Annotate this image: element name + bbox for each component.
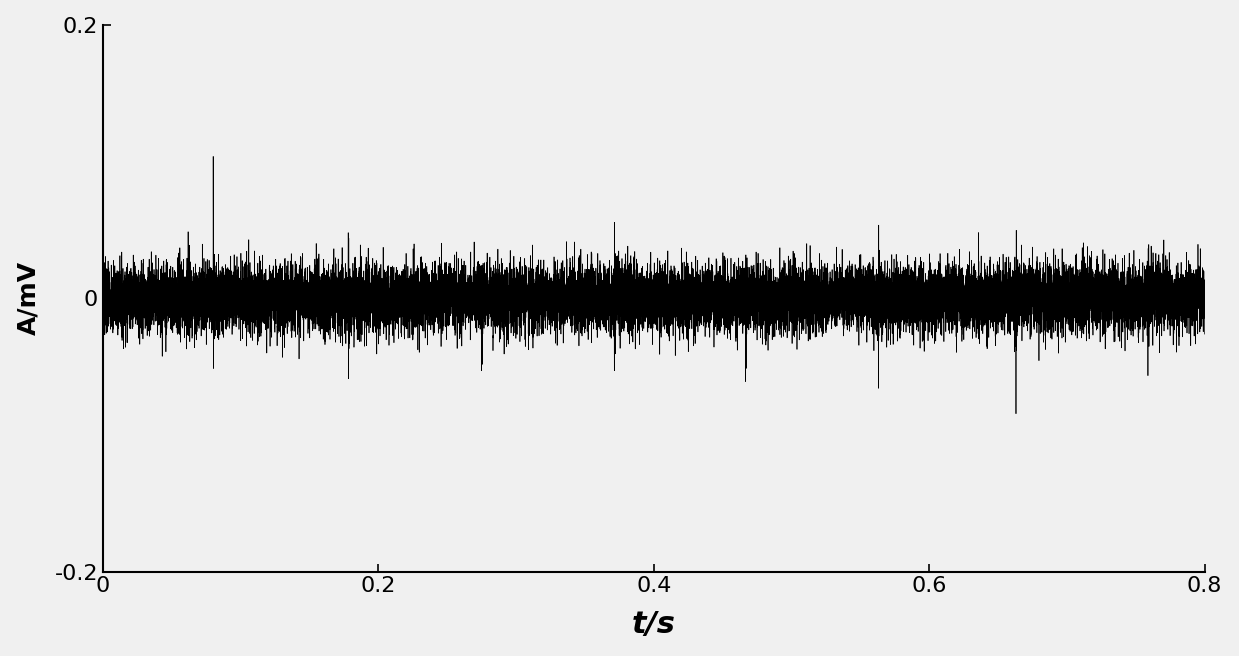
- X-axis label: t/s: t/s: [632, 610, 675, 640]
- Y-axis label: A/mV: A/mV: [16, 261, 41, 335]
